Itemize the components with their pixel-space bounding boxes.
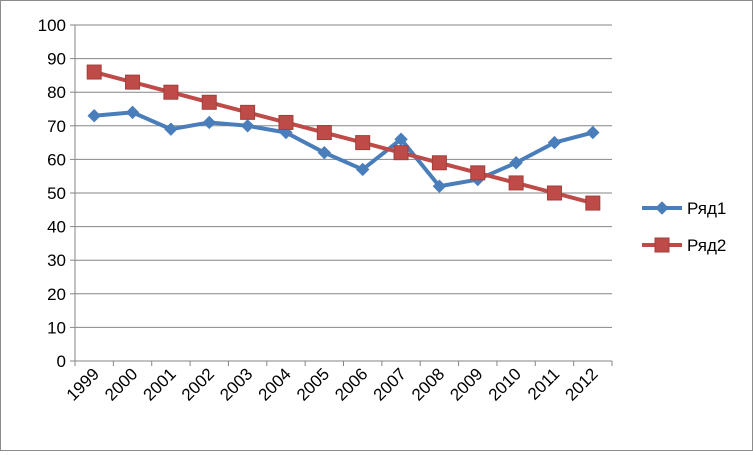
series-1 xyxy=(87,105,600,193)
x-tick-label: 2009 xyxy=(446,364,486,404)
x-tick-label: 2012 xyxy=(561,364,601,404)
gridlines xyxy=(75,24,612,362)
y-axis: 0 10 20 30 40 50 60 70 80 90 100 xyxy=(38,16,76,371)
data-point xyxy=(586,125,600,140)
x-tick-label: 2000 xyxy=(101,364,141,404)
series-line xyxy=(94,110,594,189)
data-point xyxy=(164,122,178,136)
data-point xyxy=(278,114,294,130)
data-point xyxy=(547,135,562,150)
data-point xyxy=(355,162,370,177)
x-tick-label: 2001 xyxy=(140,364,180,404)
y-tick-label: 10 xyxy=(47,318,66,337)
y-tick-label: 90 xyxy=(47,50,66,69)
data-point xyxy=(202,115,216,130)
legend-item-1: Ряд1 xyxy=(642,199,726,218)
data-point xyxy=(201,94,217,110)
data-point xyxy=(240,119,255,133)
y-tick-label: 20 xyxy=(47,285,66,304)
y-tick-label: 60 xyxy=(47,150,66,169)
data-point xyxy=(470,165,486,181)
x-tick-label: 2010 xyxy=(485,364,525,404)
data-point xyxy=(655,201,669,215)
data-point xyxy=(654,237,670,253)
data-point xyxy=(508,175,524,191)
x-axis: 1999200020012002200320042005200620072008… xyxy=(63,360,613,405)
data-point xyxy=(86,64,102,80)
x-tick-label: 2008 xyxy=(408,364,448,404)
data-point xyxy=(509,156,523,170)
x-tick-label: 1999 xyxy=(63,364,103,404)
legend-label: Ряд1 xyxy=(687,199,726,218)
y-tick-label: 0 xyxy=(57,352,66,371)
series-layer xyxy=(86,64,601,211)
data-point xyxy=(317,145,332,160)
data-point xyxy=(431,155,447,171)
data-point xyxy=(163,84,179,100)
y-tick-label: 100 xyxy=(38,16,66,35)
data-point xyxy=(316,125,332,141)
x-tick-label: 2005 xyxy=(293,364,333,404)
y-tick-label: 70 xyxy=(47,117,66,136)
y-tick-label: 40 xyxy=(47,218,66,237)
x-tick-label: 2003 xyxy=(216,364,256,404)
x-tick-label: 2007 xyxy=(370,364,410,404)
data-point xyxy=(393,145,409,161)
legend: Ряд1 Ряд2 xyxy=(642,199,726,255)
y-tick-label: 30 xyxy=(47,251,66,270)
data-point xyxy=(585,195,601,211)
legend-label: Ряд2 xyxy=(687,236,726,255)
data-point xyxy=(125,74,141,90)
data-point xyxy=(125,105,140,120)
legend-item-2: Ряд2 xyxy=(642,236,726,255)
data-point xyxy=(240,104,256,120)
data-point xyxy=(432,179,447,193)
data-point xyxy=(546,185,562,201)
x-tick-label: 2006 xyxy=(331,364,371,404)
series-2 xyxy=(86,64,601,211)
x-tick-label: 2011 xyxy=(524,364,563,403)
data-point xyxy=(87,109,101,123)
data-point xyxy=(355,135,371,151)
y-tick-label: 50 xyxy=(47,184,66,203)
x-tick-label: 2004 xyxy=(255,364,295,404)
y-tick-label: 80 xyxy=(47,83,66,102)
x-tick-label: 2002 xyxy=(178,364,218,404)
